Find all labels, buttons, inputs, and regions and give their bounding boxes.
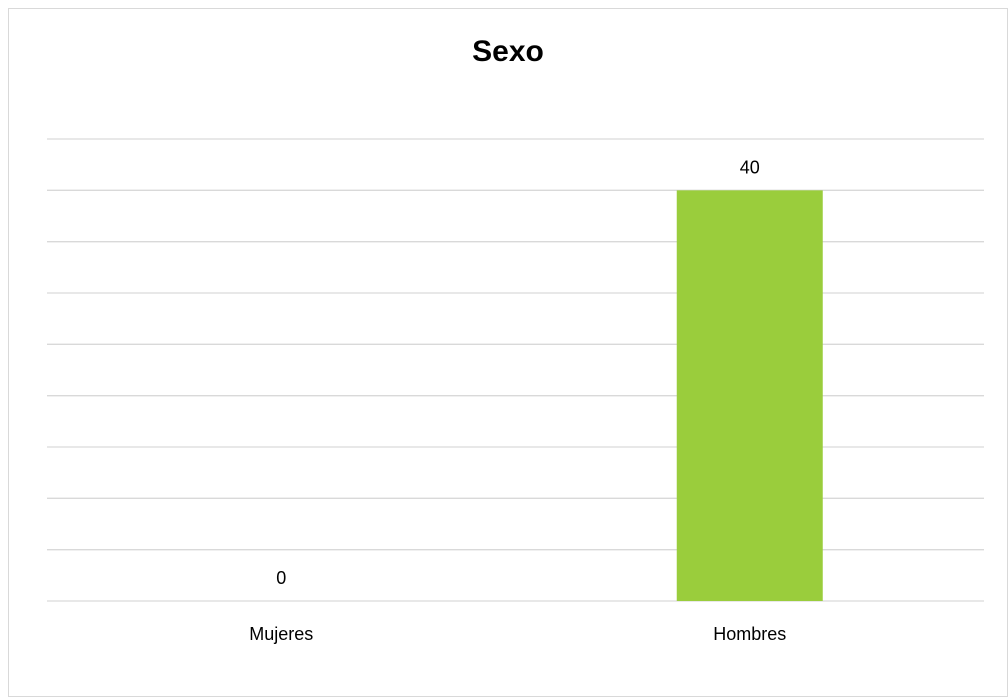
bar-chart-plot: 0 40 Mujeres Hombres [47, 138, 984, 644]
data-label-hombres: 40 [740, 157, 760, 177]
bars [676, 190, 823, 602]
bar-hombres [676, 190, 823, 602]
category-label-mujeres: Mujeres [249, 624, 313, 644]
chart-title: Sexo [472, 35, 544, 68]
category-axis: Mujeres Hombres [249, 624, 786, 644]
data-labels: 0 40 [276, 157, 760, 588]
chart-container: Sexo 0 40 Mujeres Hombres [8, 8, 1008, 697]
gridlines [47, 138, 984, 602]
category-label-hombres: Hombres [713, 624, 786, 644]
data-label-mujeres: 0 [276, 568, 286, 588]
